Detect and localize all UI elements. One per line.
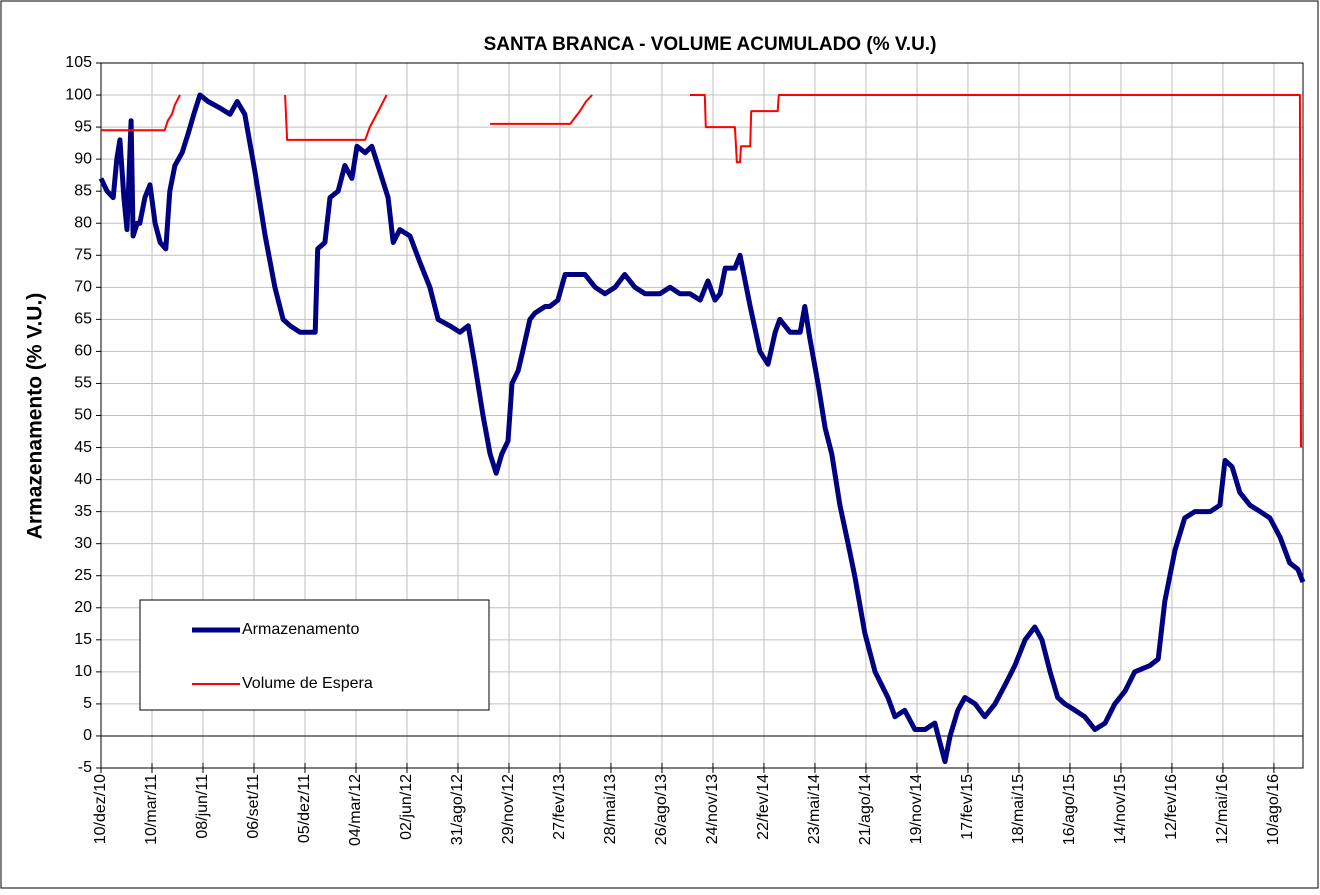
x-tick-label: 18/mai/15: [1010, 774, 1027, 844]
x-tick-label: 04/mar/12: [347, 774, 364, 846]
x-tick-label: 27/fev/13: [551, 774, 568, 840]
x-tick-label: 24/nov/13: [704, 774, 721, 844]
x-tick-label: 21/ago/14: [857, 774, 874, 845]
x-tick-label: 22/fev/14: [755, 774, 772, 840]
x-tick-label: 06/set/11: [245, 774, 262, 839]
y-tick-label: 75: [74, 246, 92, 263]
y-tick-label: 40: [74, 471, 92, 488]
x-tick-label: 26/ago/13: [653, 774, 670, 845]
y-tick-label: 90: [74, 150, 92, 167]
x-tick-label: 23/mai/14: [806, 774, 823, 844]
y-tick-label: -5: [78, 759, 92, 776]
y-tick-label: 10: [74, 663, 92, 680]
y-tick-label: 45: [74, 439, 92, 456]
y-tick-label: 70: [74, 279, 92, 296]
y-tick-label: 20: [74, 599, 92, 616]
y-tick-label: 105: [65, 54, 92, 71]
x-tick-label: 10/ago/16: [1265, 774, 1282, 845]
y-tick-label: 30: [74, 535, 92, 552]
series-line: [98, 92, 1306, 765]
legend-label: Volume de Espera: [242, 675, 373, 692]
y-tick-label: 60: [74, 343, 92, 360]
y-tick-label: 80: [74, 214, 92, 231]
y-tick-label: 0: [83, 727, 92, 744]
plot-border: [100, 62, 1304, 769]
x-tick-label: 05/dez/11: [296, 774, 313, 843]
x-tick-label: 17/fev/15: [959, 774, 976, 840]
y-tick-label: 100: [65, 86, 92, 103]
x-tick-label: 16/ago/15: [1061, 774, 1078, 845]
chart-title: SANTA BRANCA - VOLUME ACUMULADO (% V.U.): [484, 34, 937, 55]
y-tick-label: 50: [74, 407, 92, 424]
x-tick-label: 31/ago/12: [449, 774, 466, 845]
y-tick-label: 5: [83, 695, 92, 712]
x-tick-label: 08/jun/11: [194, 774, 211, 839]
y-tick-label: 95: [74, 118, 92, 135]
x-tick-label: 19/nov/14: [908, 774, 925, 844]
legend: [139, 599, 490, 711]
series-line: [101, 94, 1302, 448]
x-tick-label: 14/nov/15: [1112, 774, 1129, 844]
y-tick-label: 25: [74, 567, 92, 584]
x-tick-label: 10/dez/10: [92, 774, 109, 844]
y-tick-label: 35: [74, 503, 92, 520]
x-tick-label: 10/mar/11: [143, 774, 160, 845]
legend-label: Armazenamento: [242, 621, 359, 638]
y-tick-label: 55: [74, 375, 92, 392]
x-tick-label: 12/mai/16: [1214, 774, 1231, 844]
y-axis-label: Armazenamento (% V.U.): [24, 293, 47, 540]
x-tick-label: 12/fev/16: [1163, 774, 1180, 840]
y-tick-label: 15: [74, 631, 92, 648]
y-tick-label: 85: [74, 182, 92, 199]
x-tick-label: 29/nov/12: [500, 774, 517, 844]
x-tick-label: 28/mai/13: [602, 774, 619, 844]
x-tick-label: 02/jun/12: [398, 774, 415, 840]
y-tick-label: 65: [74, 311, 92, 328]
